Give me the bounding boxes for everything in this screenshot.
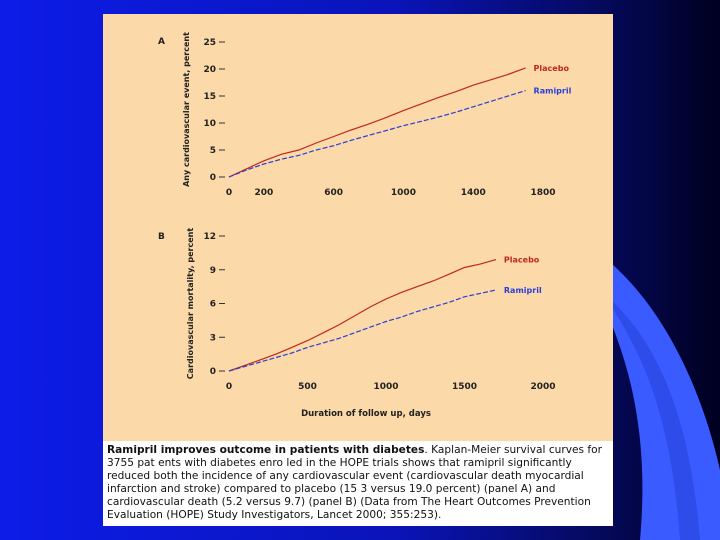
- series-line-placebo: [228, 259, 497, 372]
- x-tick-label: 500: [298, 382, 317, 392]
- series-label-placebo: Placebo: [504, 256, 540, 265]
- y-tick-label: 0: [210, 367, 216, 377]
- y-axis-title: Cardiovascular mortality, percent: [186, 228, 195, 380]
- series-line-ramipril: [228, 90, 526, 178]
- panel-label: B: [158, 232, 165, 242]
- series-line-ramipril: [228, 289, 497, 372]
- accent-swoosh-shadow: [600, 290, 700, 540]
- caption-text: Kaplan-Meier survival curves for 3755 pa…: [107, 444, 602, 521]
- x-tick-label: 1400: [461, 188, 486, 198]
- y-tick-label: 6: [210, 300, 216, 310]
- series-label-ramipril: Ramipril: [534, 87, 572, 96]
- y-tick-label: 25: [203, 38, 216, 48]
- kaplan-meier-figure: A Any cardiovascular event, percent 0 5 10 15…: [158, 32, 572, 419]
- x-tick-label: 1500: [452, 382, 477, 392]
- x-tick-label: 1000: [391, 188, 416, 198]
- y-tick-label: 12: [203, 232, 216, 242]
- series-line-placebo: [228, 67, 526, 178]
- panel-label: A: [158, 37, 165, 47]
- x-tick-label: 600: [324, 188, 343, 198]
- x-tick-label: 2000: [530, 382, 555, 392]
- y-tick-label: 9: [210, 266, 216, 276]
- y-tick-label: 20: [203, 65, 216, 75]
- y-tick-label: 5: [210, 146, 216, 156]
- y-tick-label: 3: [210, 333, 216, 343]
- x-tick-label: 0: [226, 382, 232, 392]
- x-tick-label: 1000: [373, 382, 398, 392]
- series-label-ramipril: Ramipril: [504, 286, 542, 295]
- y-axis-title: Any cardiovascular event, percent: [182, 32, 191, 187]
- figure-panel: A Any cardiovascular event, percent 0 5 10 15…: [103, 14, 613, 526]
- x-tick-label: 0: [226, 188, 232, 198]
- x-tick-label: 1800: [530, 188, 555, 198]
- y-tick-label: 15: [203, 92, 216, 102]
- caption-title: Ramipril improves outcome in patients wi…: [107, 444, 425, 456]
- x-tick-label: 200: [254, 188, 273, 198]
- series-label-placebo: Placebo: [534, 64, 570, 73]
- x-axis-title: Duration of follow up, days: [301, 409, 431, 419]
- y-tick-label: 0: [210, 173, 216, 183]
- figure-caption: Ramipril improves outcome in patients wi…: [103, 441, 613, 526]
- y-tick-label: 10: [203, 119, 216, 129]
